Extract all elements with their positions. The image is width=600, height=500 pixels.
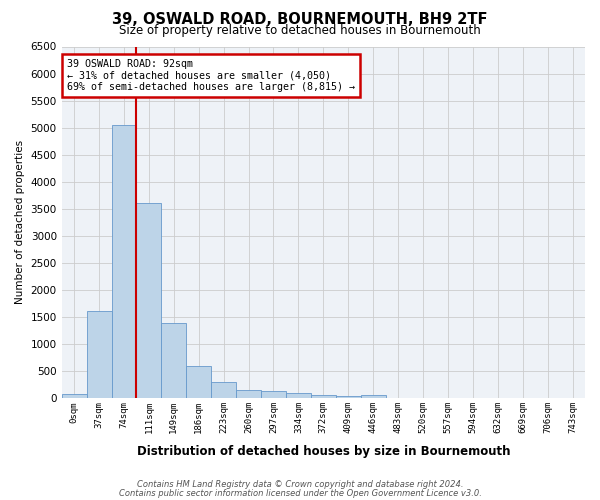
Bar — [236, 390, 261, 398]
Text: Size of property relative to detached houses in Bournemouth: Size of property relative to detached ho… — [119, 24, 481, 37]
Bar — [161, 322, 186, 398]
Bar — [361, 395, 386, 398]
X-axis label: Distribution of detached houses by size in Bournemouth: Distribution of detached houses by size … — [137, 444, 510, 458]
Text: Contains public sector information licensed under the Open Government Licence v3: Contains public sector information licen… — [119, 489, 481, 498]
Bar — [136, 204, 161, 398]
Bar — [286, 393, 311, 398]
Bar — [112, 125, 136, 398]
Bar — [311, 396, 336, 398]
Bar — [62, 394, 86, 398]
Y-axis label: Number of detached properties: Number of detached properties — [15, 140, 25, 304]
Bar — [211, 382, 236, 398]
Bar — [261, 392, 286, 398]
Bar — [86, 311, 112, 398]
Text: 39 OSWALD ROAD: 92sqm
← 31% of detached houses are smaller (4,050)
69% of semi-d: 39 OSWALD ROAD: 92sqm ← 31% of detached … — [67, 59, 355, 92]
Bar — [186, 366, 211, 398]
Text: 39, OSWALD ROAD, BOURNEMOUTH, BH9 2TF: 39, OSWALD ROAD, BOURNEMOUTH, BH9 2TF — [112, 12, 488, 28]
Text: Contains HM Land Registry data © Crown copyright and database right 2024.: Contains HM Land Registry data © Crown c… — [137, 480, 463, 489]
Bar — [336, 396, 361, 398]
